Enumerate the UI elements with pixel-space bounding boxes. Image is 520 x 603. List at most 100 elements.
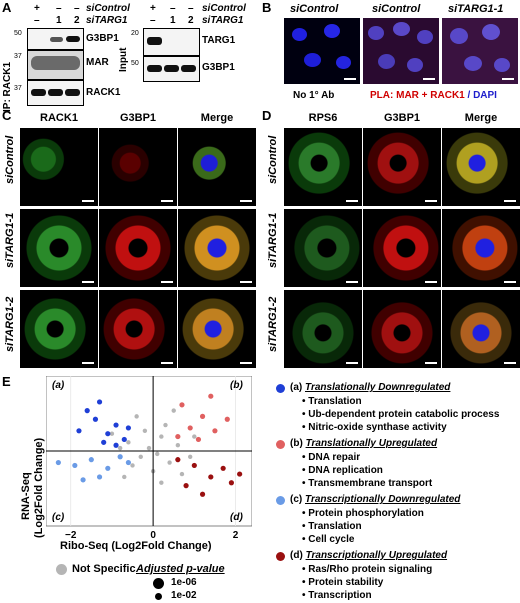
micrograph-rack1-sicontrol — [20, 128, 98, 206]
data-point — [208, 393, 214, 399]
blot-mar — [27, 50, 84, 80]
micrograph-merge-sitarg1-2 — [178, 290, 256, 368]
rowlabel-sitarg1-1: siTARG1-1 — [267, 212, 279, 268]
term-text: Transcription — [308, 590, 372, 601]
band-label-mar: MAR — [86, 57, 109, 68]
term-text: Ub-dependent protein catabolic process — [308, 409, 500, 420]
lane-marker: + — [150, 3, 156, 14]
data-point — [122, 474, 127, 480]
blot-rack1 — [27, 80, 84, 106]
category-d-title: (d) Transcriptionally Upregulated — [290, 550, 447, 561]
lane-marker: – — [170, 3, 176, 14]
colhead-sicontrol: siControl — [290, 3, 339, 15]
data-point — [96, 399, 103, 405]
legend-size-large-label: 1e-06 — [171, 577, 197, 588]
colhead-merge: Merge — [464, 112, 498, 124]
micrograph-rps6-sitarg1-2 — [284, 290, 362, 368]
lane-marker: – — [150, 15, 156, 26]
data-point — [187, 425, 193, 431]
mw-marker: 50 — [131, 60, 139, 67]
category-title: Transcriptionally Downregulated — [305, 494, 461, 505]
micrograph-g3bp1-sicontrol — [363, 128, 441, 206]
x-tick-label: 0 — [150, 530, 156, 541]
sicontrol-label: siControl — [202, 3, 246, 14]
data-point — [84, 408, 90, 414]
category-c-title: (c) Transcriptionally Downregulated — [290, 494, 460, 505]
band-label-g3bp1: G3BP1 — [86, 33, 119, 44]
term: • Ras/Rho protein signaling — [302, 564, 433, 575]
category-title: Translationally Upregulated — [305, 438, 438, 449]
mw-marker: 37 — [14, 53, 22, 60]
data-point — [195, 436, 202, 443]
data-point — [159, 480, 164, 485]
term-text: Protein phosphorylation — [308, 508, 424, 519]
data-point — [125, 425, 131, 431]
micrograph-merge-sitarg1-1 — [442, 209, 520, 287]
lane-marker: + — [34, 3, 40, 14]
lane-marker: 2 — [188, 15, 194, 26]
data-point — [130, 463, 135, 468]
micrograph-rps6-sitarg1-1 — [284, 209, 362, 287]
micrograph-pla-sitarg1 — [442, 18, 518, 84]
micrograph-pla-sicontrol — [363, 18, 439, 84]
lane-marker: 2 — [74, 15, 80, 26]
legend-size-small-label: 1e-02 — [171, 590, 197, 601]
legend-padj-title: Adjusted p-value — [136, 563, 225, 575]
data-point — [76, 428, 82, 434]
term-text: Nitric-oxide synthase activity — [308, 422, 447, 433]
dapi-label: / DAPI — [467, 90, 497, 101]
colhead-rack1: RACK1 — [40, 112, 78, 124]
y-axis-label-1: RNA-Seq — [20, 472, 32, 520]
category-letter: (d) — [290, 550, 303, 561]
band-label-rack1: RACK1 — [86, 87, 121, 98]
data-point — [179, 471, 185, 477]
data-point — [237, 471, 243, 477]
micrograph-g3bp1-sicontrol — [99, 128, 177, 206]
legend-dot-d — [276, 552, 285, 561]
data-point — [163, 422, 168, 428]
micrograph-g3bp1-sitarg1-1 — [363, 209, 441, 287]
panel-d-grid — [284, 128, 520, 368]
sicontrol-label: siControl — [86, 3, 130, 14]
blot-targ1 — [143, 28, 200, 56]
data-point — [109, 431, 115, 436]
term: • DNA repair — [302, 452, 361, 463]
micrograph-g3bp1-sitarg1-1 — [99, 209, 177, 287]
data-point — [117, 454, 123, 460]
panel-label-a: A — [2, 0, 12, 15]
band-label-g3bp1-input: G3BP1 — [202, 62, 235, 73]
micrograph-g3bp1-sitarg1-2 — [363, 290, 441, 368]
term: • Translation — [302, 521, 362, 532]
data-point — [159, 434, 164, 439]
legend-size-small — [155, 593, 162, 600]
data-point — [175, 433, 181, 440]
panel-c-grid — [20, 128, 256, 368]
plot-axes — [46, 376, 252, 526]
micrograph-no-primary — [284, 18, 360, 84]
data-point — [171, 408, 176, 413]
rowlabel-sicontrol: siControl — [267, 135, 279, 184]
pla-label: PLA: MAR + RACK1 — [370, 90, 465, 101]
x-axis-label: Ribo-Seq (Log2Fold Change) — [60, 540, 212, 552]
quadrant-label-b: (b) — [230, 380, 243, 391]
micrograph-merge-sicontrol — [178, 128, 256, 206]
quadrant-label-c: (c) — [52, 512, 65, 523]
no-primary-label: No 1° Ab — [293, 90, 335, 101]
term: • Cell cycle — [302, 534, 355, 545]
rowlabel-sicontrol: siControl — [4, 135, 16, 184]
micrograph-g3bp1-sitarg1-2 — [99, 290, 177, 368]
data-point — [138, 454, 143, 459]
pla-legend: PLA: MAR + RACK1 / DAPI — [370, 90, 497, 101]
term: • DNA replication — [302, 465, 383, 476]
data-point — [126, 440, 131, 445]
micrograph-rack1-sitarg1-1 — [20, 209, 98, 287]
data-point — [121, 436, 127, 443]
term: • Transcription — [302, 590, 372, 601]
y-axis-label-2: (Log2Fold Change) — [33, 437, 45, 538]
data-point — [199, 491, 206, 497]
rowlabel-sitarg1-2: siTARG1-2 — [267, 296, 279, 352]
panel-label-d: D — [262, 108, 272, 123]
data-point — [175, 457, 181, 463]
blot-g3bp1-input — [143, 56, 200, 82]
panel-label-c: C — [2, 108, 12, 123]
